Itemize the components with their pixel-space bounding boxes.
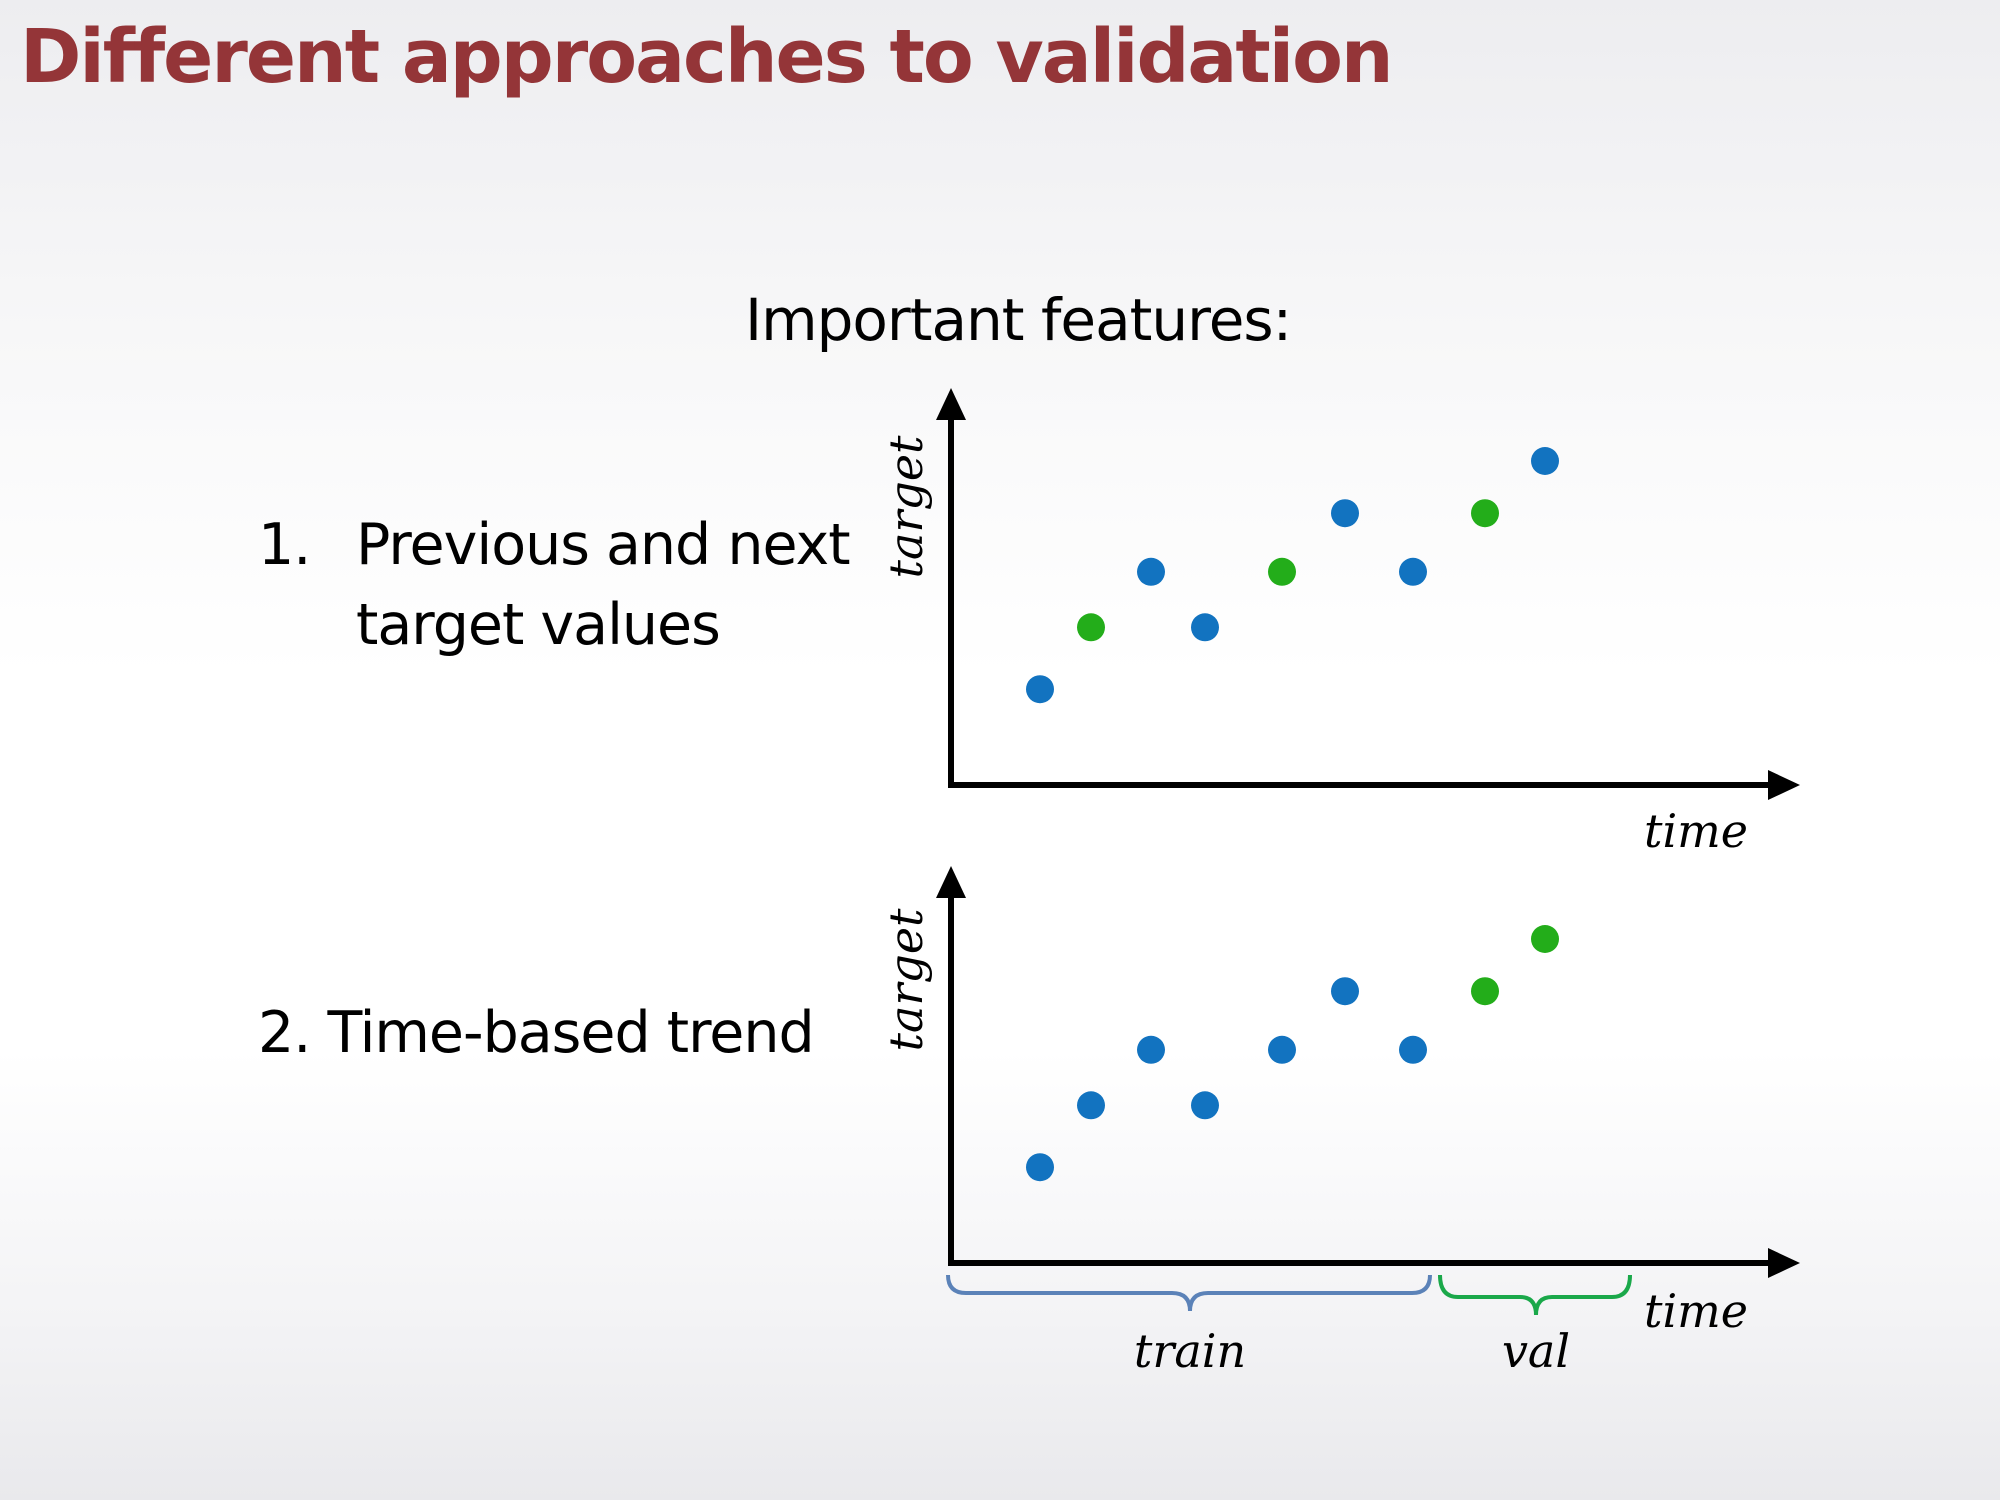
chart-2-y-label: target <box>879 908 933 1052</box>
train-label: train <box>1134 1324 1246 1378</box>
chart-2-point-5 <box>1268 1035 1296 1064</box>
chart-2: target time train val <box>879 866 1800 1378</box>
chart-2-point-1 <box>1026 1153 1054 1182</box>
chart-2-x-axis-arrow <box>1768 1248 1800 1278</box>
chart-1-point-3 <box>1137 557 1165 586</box>
chart-1-x-axis-arrow <box>1768 770 1800 800</box>
feature-item-1-line-2: target values <box>356 592 721 658</box>
val-brace <box>1438 1274 1632 1316</box>
train-brace <box>946 1274 1432 1312</box>
feature-item-2: 2. Time-based trend <box>258 1000 815 1066</box>
chart-1-point-9 <box>1531 447 1559 475</box>
chart-2-point-6 <box>1331 977 1359 1006</box>
chart-1-points <box>1026 447 1559 704</box>
chart-2-point-8 <box>1471 977 1499 1006</box>
chart-1-y-axis-arrow <box>936 388 966 420</box>
important-features-heading: Important features: <box>745 286 1292 354</box>
feature-item-1-number: 1. <box>258 512 311 578</box>
chart-2-point-3 <box>1137 1035 1165 1064</box>
chart-1-point-1 <box>1026 675 1054 704</box>
chart-1-point-4 <box>1191 613 1219 642</box>
chart-2-point-7 <box>1399 1035 1427 1064</box>
chart-1-point-2 <box>1077 613 1105 642</box>
chart-2-points <box>1026 925 1559 1182</box>
feature-item-1-line-1: Previous and next <box>356 512 851 578</box>
chart-2-point-2 <box>1077 1091 1105 1120</box>
val-label: val <box>1502 1324 1570 1378</box>
chart-2-y-axis-arrow <box>936 866 966 898</box>
chart-1-x-label: time <box>1644 804 1748 858</box>
chart-1-y-label: target <box>879 435 933 579</box>
chart-1-point-7 <box>1399 557 1427 586</box>
chart-2-point-4 <box>1191 1091 1219 1120</box>
chart-1: target time <box>879 388 1800 858</box>
slide-title: Different approaches to validation <box>20 14 1394 100</box>
chart-1-point-6 <box>1331 499 1359 528</box>
chart-2-x-label: time <box>1644 1284 1748 1338</box>
chart-1-point-8 <box>1471 499 1499 528</box>
chart-2-point-9 <box>1531 925 1559 953</box>
chart-1-point-5 <box>1268 557 1296 586</box>
